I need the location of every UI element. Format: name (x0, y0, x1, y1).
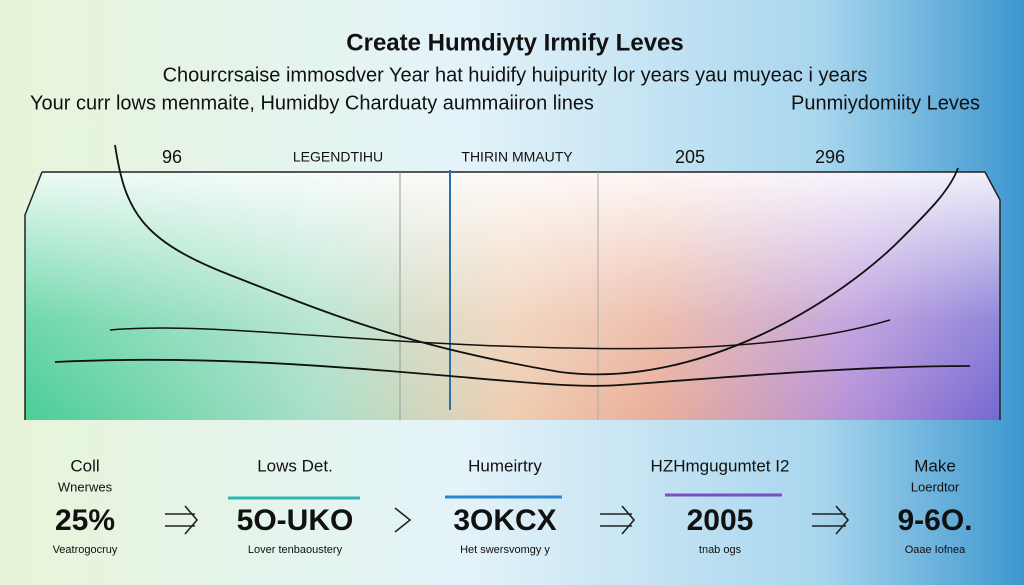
chart-label: THIRIN MMAUTY (461, 149, 573, 165)
subtitle-line: Your curr lows menmaite, Humidby Chardua… (30, 92, 594, 114)
step-sublabel: Wnerwes (58, 479, 113, 494)
subtitle-line: Punmiydomiity Leves (791, 92, 980, 114)
step-value: 5O-UKO (237, 504, 354, 537)
subtitle: Chourcrsaise immosdver Year hat huidify … (163, 64, 868, 86)
chart-fade (25, 172, 1000, 420)
chart-labels: 96 LEGENDTIHU THIRIN MMAUTY 205 296 (162, 147, 845, 167)
step-label: Coll (70, 456, 99, 475)
chart-label: 96 (162, 147, 182, 167)
step-caption: Oaae Iofnea (905, 544, 966, 556)
chart-frame (24, 171, 1001, 420)
step-value: 25% (55, 504, 115, 537)
step-value: 3OKCX (453, 504, 556, 537)
step-caption: tnab ogs (699, 544, 742, 556)
step-caption: Lover tenbaoustery (248, 544, 343, 556)
title: Create Humdiyty Irmify Leves (346, 29, 683, 56)
step-label: Lows Det. (257, 456, 333, 475)
step-value: 9-6O. (897, 504, 972, 537)
step-label: Humeirtry (468, 456, 542, 475)
step-sublabel: Loerdtor (911, 479, 960, 494)
steps: Coll Wnerwes 25% Veatrogocruy Lows Det. 5O-UK… (53, 456, 973, 555)
step-caption: Veatrogocruy (53, 544, 118, 556)
chart-label: 205 (675, 147, 705, 167)
chart-label: LEGENDTIHU (293, 149, 383, 165)
curve (54, 358, 971, 387)
chart-label: 296 (815, 147, 845, 167)
arrows (165, 505, 850, 535)
step-label: HZHmgugumtet I2 (651, 456, 790, 475)
curve (109, 319, 891, 350)
step-value: 2005 (687, 504, 754, 537)
step-label: Make (914, 456, 956, 475)
step-caption: Het swersvomgy y (460, 544, 550, 556)
curve (114, 144, 959, 376)
